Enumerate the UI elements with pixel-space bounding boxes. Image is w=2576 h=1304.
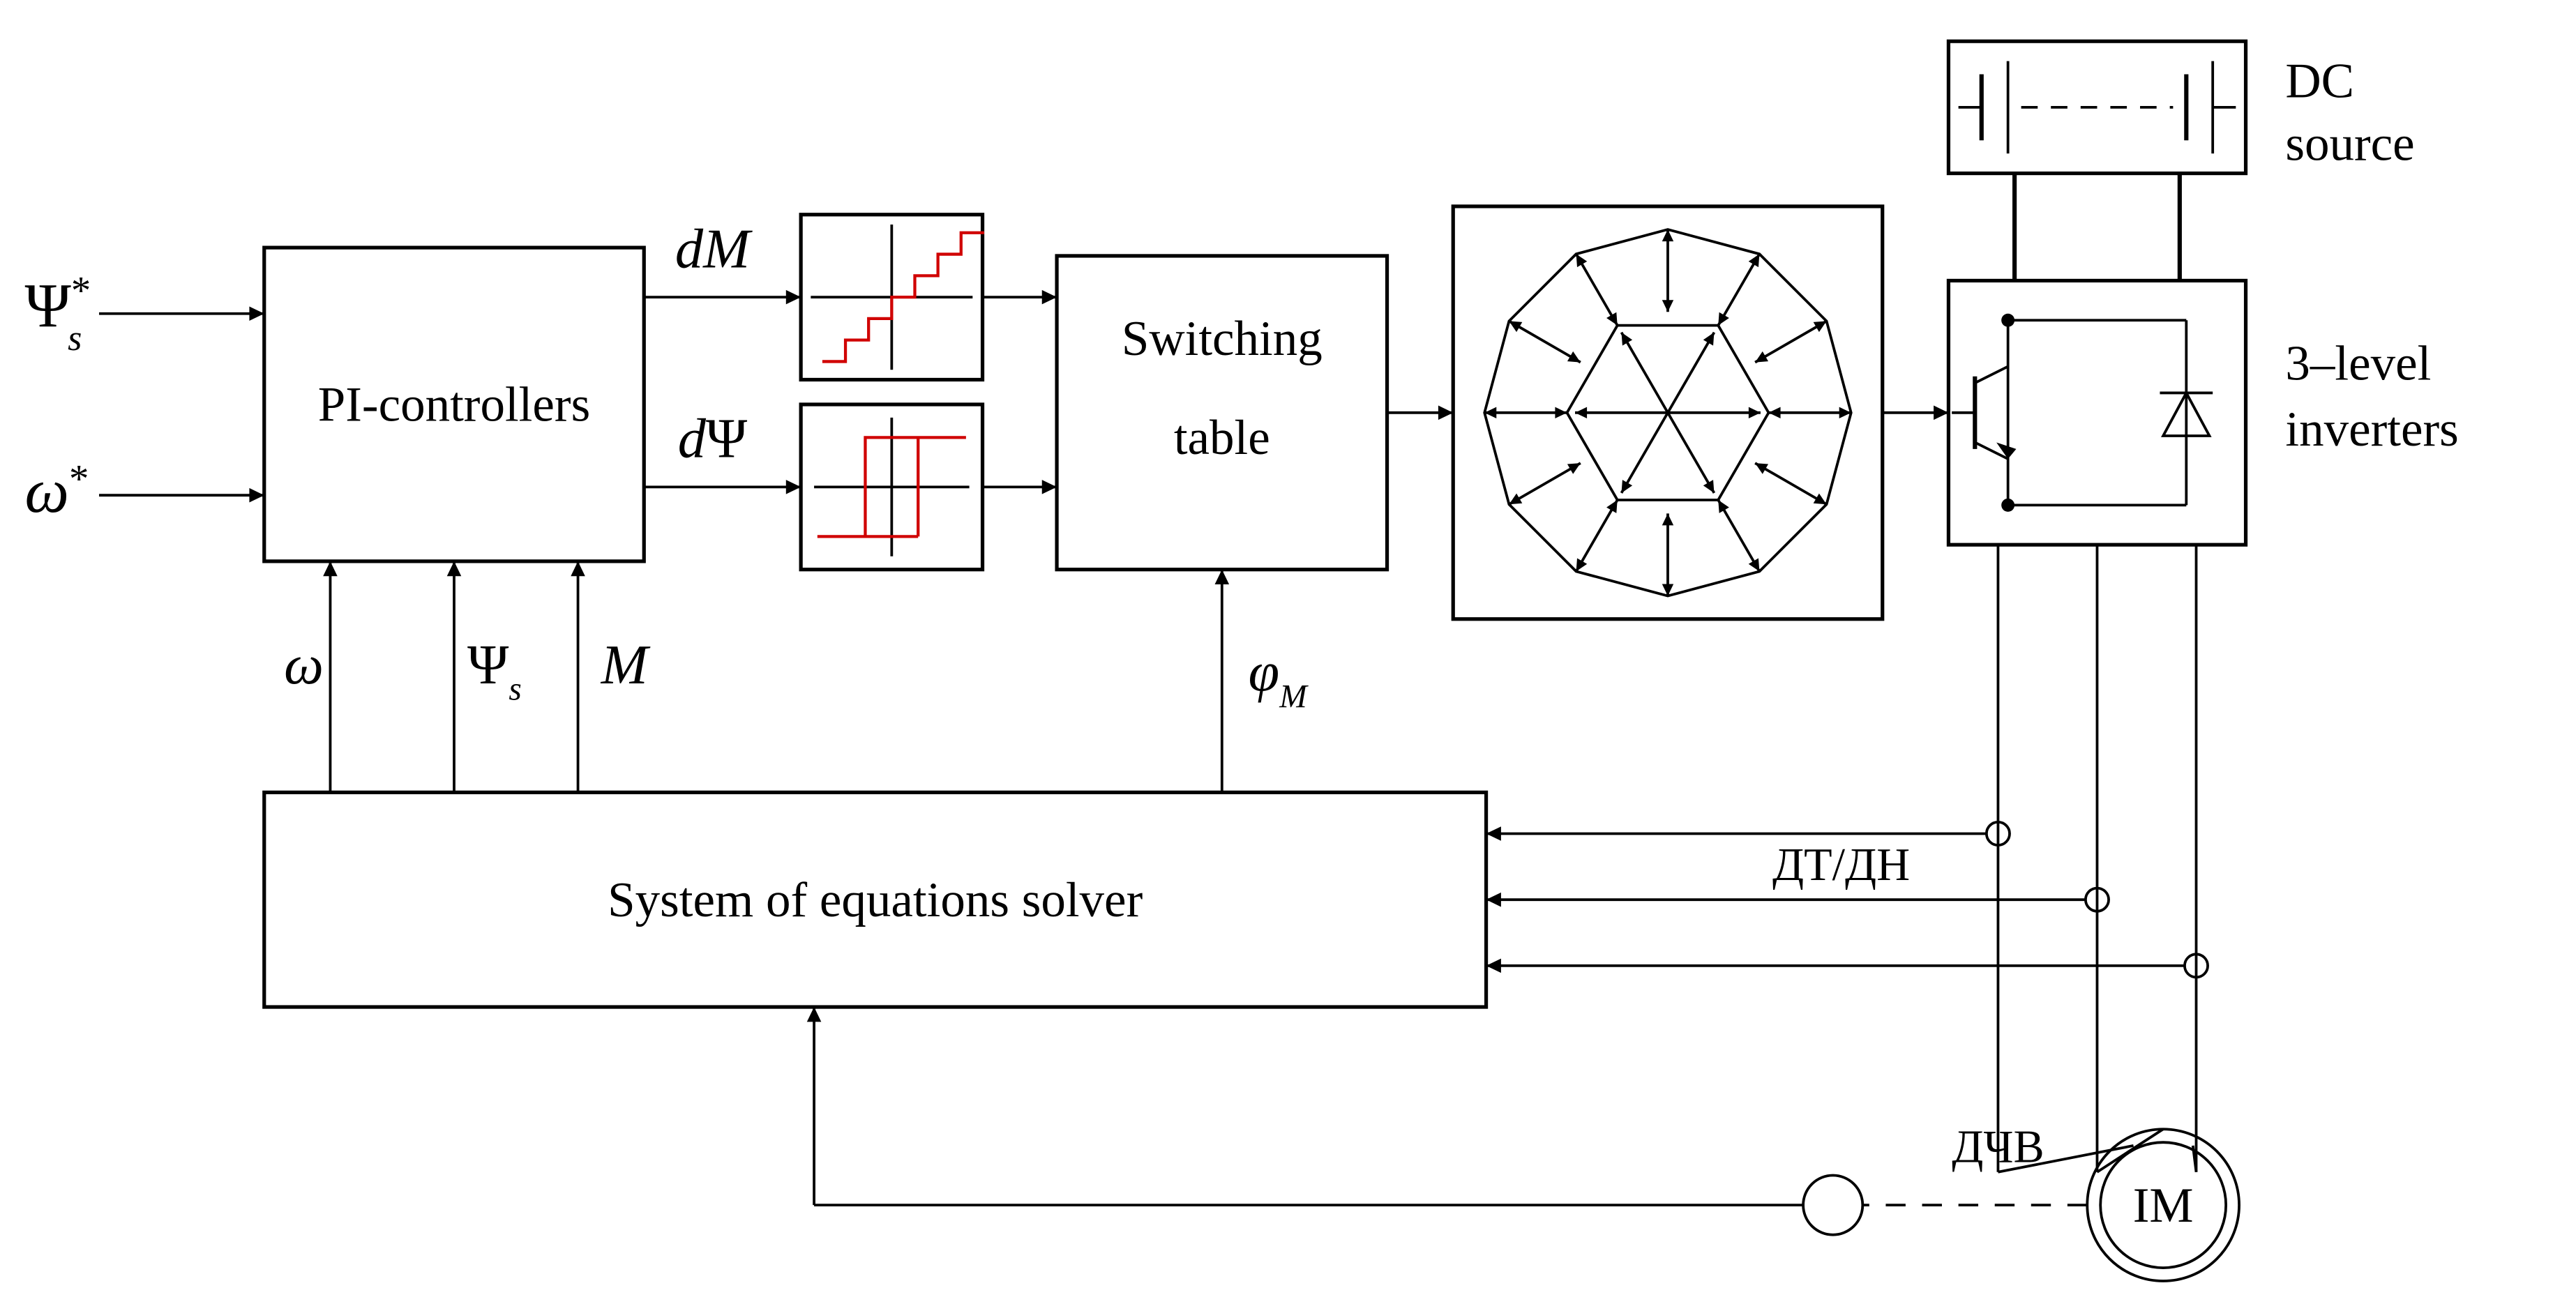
- svg-text:IM: IM: [2133, 1178, 2194, 1233]
- omega-ref-label: ω*: [25, 457, 89, 526]
- m-fb-label: M: [601, 634, 651, 696]
- dm-hysteresis-block: [801, 215, 984, 380]
- svg-text:PI-controllers: PI-controllers: [318, 378, 590, 432]
- svg-text:3–level: 3–level: [2285, 336, 2431, 391]
- svg-text:ДТ/ДН: ДТ/ДН: [1772, 840, 1910, 890]
- svg-text:DC: DC: [2285, 54, 2354, 109]
- svg-text:table: table: [1174, 411, 1270, 465]
- psi-fb-label: Ψs: [467, 634, 522, 708]
- dpsi-label: dΨ: [678, 408, 748, 470]
- omega-fb-label: ω: [284, 634, 324, 696]
- dm-label: dM: [675, 218, 753, 280]
- svg-text:System of equations solver: System of equations solver: [608, 873, 1143, 927]
- dc-source-block: [1948, 41, 2245, 173]
- speed-sensor-icon: [1803, 1176, 1862, 1235]
- phim-label: φM: [1249, 642, 1309, 715]
- svg-text:ДЧВ: ДЧВ: [1952, 1122, 2044, 1173]
- svg-text:source: source: [2285, 117, 2414, 172]
- dpsi-hysteresis-block: [801, 404, 982, 570]
- psi-ref-label: Ψ*s: [25, 269, 91, 358]
- svg-text:inverters: inverters: [2285, 402, 2458, 457]
- svg-text:Switching: Switching: [1122, 312, 1323, 366]
- inverter-block: [1948, 280, 2245, 545]
